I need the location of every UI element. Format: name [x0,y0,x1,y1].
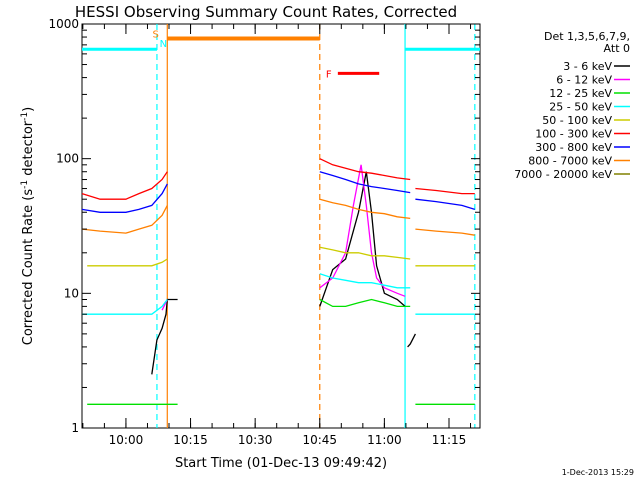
plot-frame [81,23,481,429]
legend-header-detectors: Det 1,3,5,6,7,9, [544,30,630,43]
legend-entry-label: 25 - 50 keV [549,101,612,114]
tick-layer: 1 10 100 1000 10:00 10:15 10:30 10:45 11:00 11:15 [48,17,480,447]
legend-entry-label: 3 - 6 keV [563,60,612,73]
series-line [319,198,411,220]
y-axis-label: Corrected Count Rate (s-1 detector-1) [20,107,36,345]
y-axis-label-exp1: -1 [20,180,30,189]
overlay-label: S [152,30,158,41]
x-tick-label: 11:00 [367,433,402,447]
overlay-label: F [326,69,332,80]
legend-header-attenuator: Att 0 [604,42,630,55]
series-line [81,183,168,213]
y-axis-label-end: ) [21,107,36,112]
series-line [82,299,168,315]
chart-title: HESSI Observing Summary Count Rates, Cor… [75,3,457,21]
series-line [319,273,411,289]
x-tick-label: 10:00 [109,433,144,447]
series-line [87,258,168,267]
x-tick-label: 11:15 [432,433,467,447]
y-tick-label: 1 [71,421,79,435]
legend-entry-label: 50 - 100 keV [542,114,612,127]
legend-entry-label: 7000 - 20000 keV [514,168,612,181]
legend-entry-label: 6 - 12 keV [556,74,612,87]
legend-entry-label: 300 - 800 keV [535,141,612,154]
x-tick-label: 10:45 [302,433,337,447]
series-line [81,205,168,234]
series-line [319,158,411,181]
series-line [415,228,475,236]
legend-entry-label: 800 - 7000 keV [528,155,612,168]
x-axis-label: Start Time (01-Dec-13 09:49:42) [175,456,387,471]
y-tick-label: 100 [56,152,79,166]
series-line [81,171,168,200]
overlay-label: N [160,39,167,50]
series-layer [81,158,475,405]
series-line [319,171,411,194]
series-line [151,298,178,375]
series-line [415,187,475,195]
series-line [319,298,411,308]
y-tick-label: 10 [64,286,79,300]
series-line [319,164,406,297]
series-line [407,333,416,348]
overlay-layer: SN F [82,24,480,428]
legend-entry-label: 100 - 300 keV [535,128,612,141]
series-line [415,198,475,211]
y-axis-label-mid: detector [21,120,36,180]
series-line [319,246,411,260]
y-axis-label-exp2: -1 [20,112,30,121]
y-tick-label: 1000 [48,17,79,31]
y-axis-label-main: Corrected Count Rate (s [21,189,36,346]
legend-entry-label: 12 - 25 keV [549,87,612,100]
x-tick-label: 10:15 [173,433,208,447]
x-tick-label: 10:30 [238,433,273,447]
footer-timestamp: 1-Dec-2013 15:29 [562,468,634,477]
